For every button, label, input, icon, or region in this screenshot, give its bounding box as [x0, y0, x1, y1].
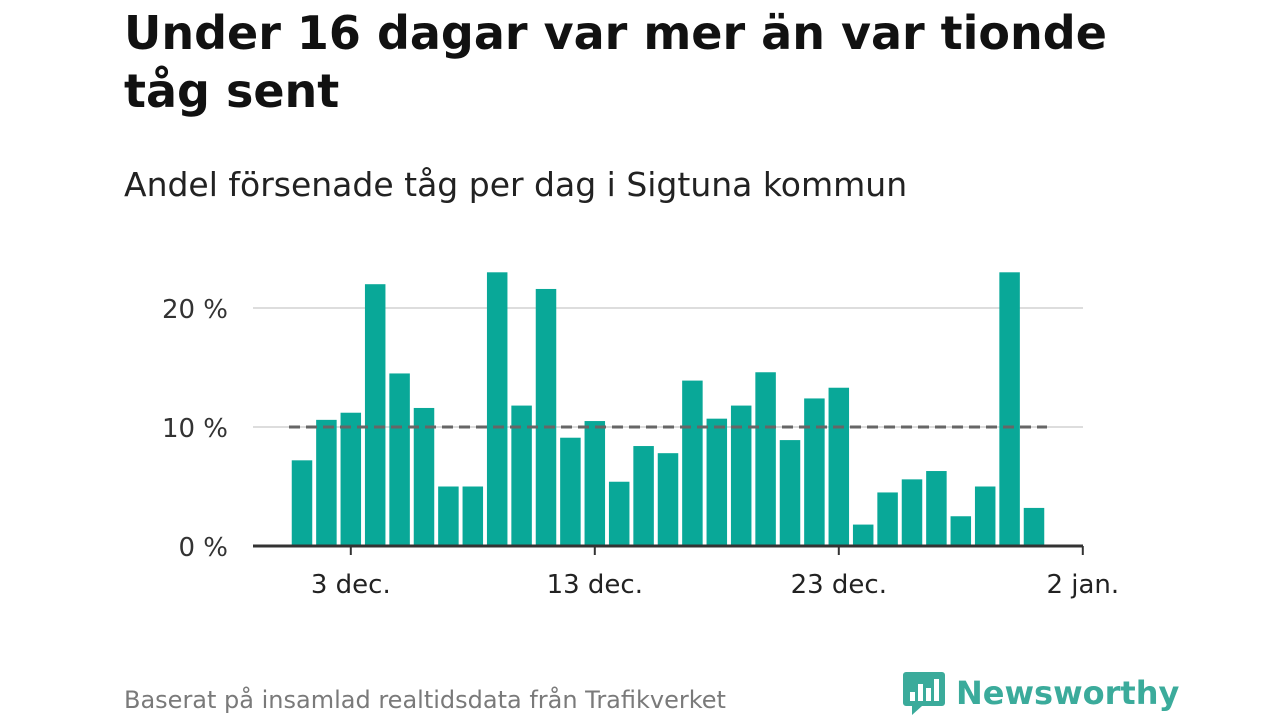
- bar: [340, 412, 362, 546]
- bar: [755, 372, 776, 546]
- x-tick-label: 13 dec.: [547, 570, 643, 600]
- bar: [633, 446, 654, 546]
- bar: [608, 481, 630, 546]
- bar: [413, 407, 435, 546]
- bars: [291, 272, 1045, 546]
- y-tick-label: 10 %: [162, 414, 228, 444]
- x-tick-label: 23 dec.: [791, 570, 887, 600]
- bar: [560, 437, 581, 546]
- chart-subtitle: Andel försenade tåg per dag i Sigtuna ko…: [124, 165, 908, 204]
- y-tick-label: 0 %: [178, 533, 228, 563]
- bar: [657, 453, 679, 546]
- bar: [486, 272, 508, 546]
- bar: [877, 492, 898, 546]
- bar: [999, 272, 1020, 546]
- y-tick-label: 20 %: [162, 295, 228, 325]
- bar: [511, 405, 532, 546]
- chart-title: Under 16 dagar var mer än var tionde tåg…: [124, 6, 1107, 118]
- bar: [364, 284, 386, 546]
- x-tick-label: 2 jan.: [1046, 570, 1119, 600]
- bar: [438, 486, 459, 546]
- bar: [730, 405, 752, 546]
- bar: [291, 460, 313, 546]
- bar: [926, 471, 947, 546]
- tick-labels: 0 % 10 % 20 % 3 dec. 13 dec. 23 dec. 2 jan.: [162, 295, 1119, 600]
- bar: [706, 418, 728, 546]
- bar: [584, 421, 606, 546]
- bar: [779, 440, 801, 546]
- bar: [389, 373, 410, 546]
- x-axis: [253, 544, 1084, 555]
- brand-name: Newsworthy: [956, 674, 1180, 712]
- x-tick-label: 3 dec.: [311, 570, 391, 600]
- bar: [462, 486, 484, 546]
- bar: [950, 516, 972, 546]
- brand-logo[interactable]: Newsworthy: [902, 670, 1179, 716]
- bar: [804, 398, 825, 546]
- bar: [535, 288, 557, 546]
- chat-bar-chart-icon: [903, 672, 945, 715]
- bar: [1023, 507, 1045, 546]
- bar: [901, 479, 923, 546]
- bar: [852, 524, 874, 546]
- bar: [682, 380, 703, 546]
- source-note: Baserat på insamlad realtidsdata från Tr…: [124, 686, 726, 714]
- bar: [974, 486, 996, 546]
- bar: [316, 419, 337, 546]
- bar: [828, 387, 850, 546]
